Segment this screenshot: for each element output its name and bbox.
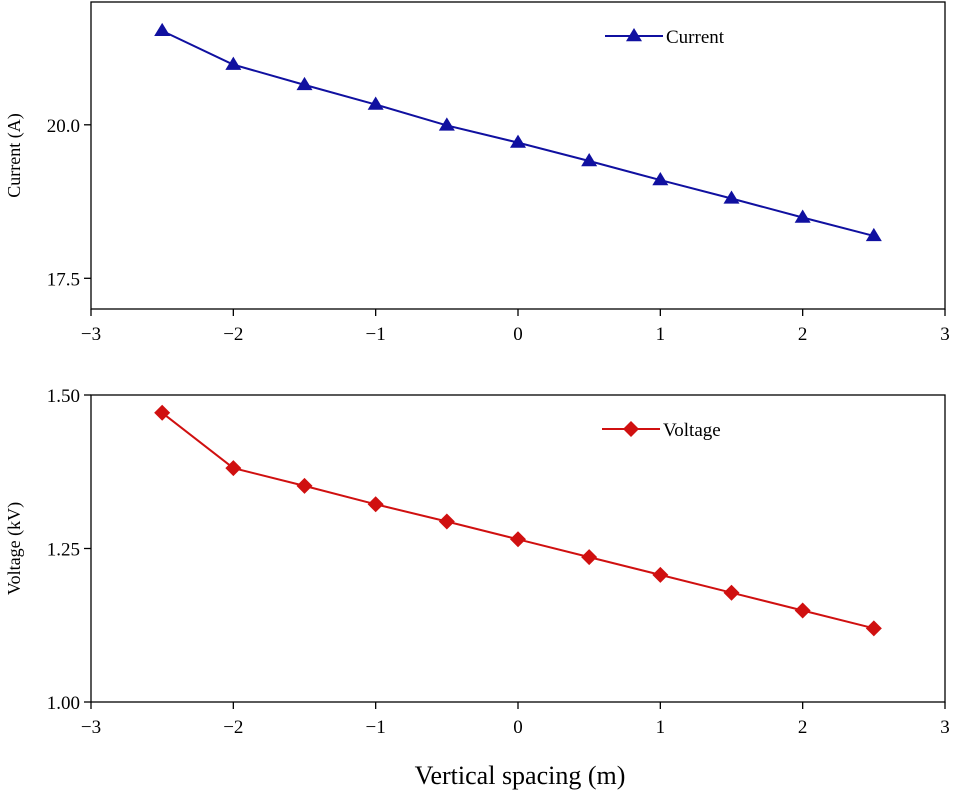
y-tick-label: 17.5 — [47, 269, 80, 290]
x-tick-label: 2 — [798, 324, 808, 345]
data-point — [723, 190, 740, 204]
data-point — [581, 153, 598, 167]
x-tick-label: 0 — [513, 324, 523, 345]
x-tick-label: 1 — [656, 717, 666, 738]
data-point — [225, 460, 242, 477]
chart-panel-2: −3 −2 −1 0 1 2 3 1.00 1.25 1.50 Voltage (kV) Voltag… — [4, 386, 950, 738]
x-tick-label: 3 — [940, 717, 950, 738]
legend-marker — [623, 421, 639, 437]
x-tick-label: −1 — [366, 324, 386, 345]
data-point — [154, 22, 171, 37]
x-tick-label: −2 — [223, 324, 243, 345]
data-point — [510, 134, 526, 148]
legend: Voltage — [602, 420, 721, 441]
data-point — [510, 531, 526, 548]
data-point — [296, 477, 313, 494]
data-point — [794, 602, 811, 619]
series-line-voltage — [161, 412, 875, 630]
x-tick-label: −3 — [81, 717, 101, 738]
data-point — [438, 117, 455, 131]
data-point — [438, 513, 455, 530]
data-point — [154, 404, 171, 421]
y-tick-label: 1.25 — [47, 540, 80, 561]
legend-label: Current — [666, 27, 725, 48]
data-point — [225, 56, 242, 70]
legend: Current — [605, 27, 725, 48]
y-tick-label: 1.50 — [47, 386, 80, 407]
data-point — [581, 549, 598, 566]
x-tick-label: 2 — [798, 717, 808, 738]
y-tick-label: 1.00 — [47, 693, 80, 714]
data-point — [865, 227, 882, 242]
x-tick-label: −3 — [81, 324, 101, 345]
x-tick-label: 3 — [940, 324, 950, 345]
legend-label: Voltage — [663, 420, 721, 441]
x-tick-label: −2 — [223, 717, 243, 738]
y-axis-title: Current (A) — [4, 113, 25, 197]
x-tick-label: 1 — [656, 324, 666, 345]
x-axis-title: Vertical spacing (m) — [415, 761, 626, 790]
data-point — [652, 172, 669, 186]
legend-marker — [626, 28, 642, 42]
y-axis-title: Voltage (kV) — [4, 502, 25, 595]
plot-frame — [90, 1, 946, 310]
data-point — [652, 566, 669, 583]
data-point — [367, 496, 384, 513]
chart-panel-1: −3 −2 −1 0 1 2 3 17.5 20.0 Current (A) Current — [4, 1, 950, 345]
series-line-current — [161, 29, 875, 237]
data-point — [723, 584, 740, 601]
data-point — [865, 620, 882, 637]
x-tick-label: −1 — [366, 717, 386, 738]
data-point — [296, 76, 313, 91]
plot-frame — [90, 394, 946, 703]
data-point — [367, 96, 384, 110]
data-point — [794, 209, 811, 223]
x-tick-label: 0 — [513, 717, 523, 738]
y-tick-label: 20.0 — [47, 116, 80, 137]
